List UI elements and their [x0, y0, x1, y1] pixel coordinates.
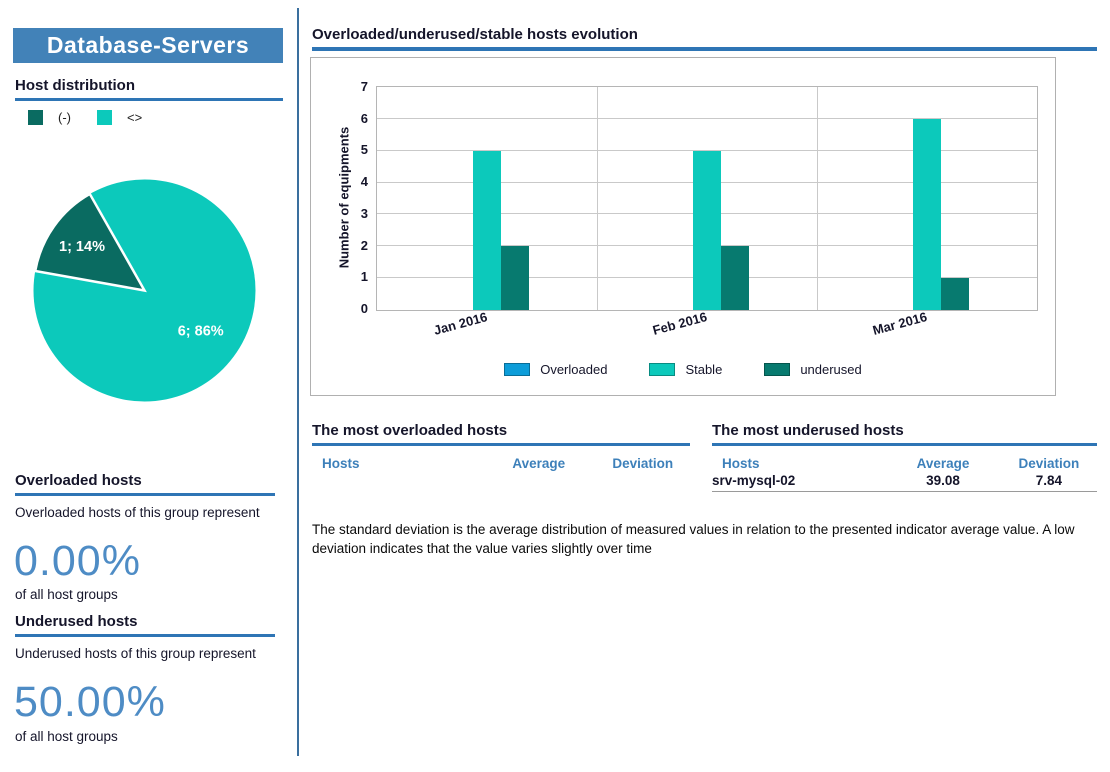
group-title: Database-Servers: [13, 28, 283, 63]
legend-label: underused: [800, 362, 862, 377]
overloaded-percent-value: 0.00%: [14, 537, 141, 585]
bar-group-jan-2016: [377, 87, 597, 310]
standard-deviation-note: The standard deviation is the average di…: [312, 522, 1075, 556]
chart-legend: Overloaded Stable underused: [311, 362, 1055, 377]
y-tick-label: 3: [360, 205, 368, 221]
underused-hosts-description: Underused hosts of this group represent: [15, 646, 256, 661]
legend-label: Stable: [685, 362, 723, 377]
legend-item-overloaded: Overloaded: [504, 362, 607, 377]
overloaded-percent-suffix: of all host groups: [15, 587, 118, 602]
y-tick-label: 7: [360, 79, 368, 94]
underused-percent-suffix: of all host groups: [15, 729, 118, 744]
underused-hosts-heading: Underused hosts: [15, 613, 275, 637]
bar-group-feb-2016: [597, 87, 817, 310]
column-header-average: Average: [512, 456, 566, 471]
gridline: [597, 87, 598, 310]
table-body: srv-mysql-02 39.08 7.84: [712, 471, 1097, 492]
bar-stable: [693, 150, 721, 310]
column-header-deviation: Deviation: [612, 456, 674, 471]
gridline: [817, 87, 818, 310]
bar-stable: [473, 150, 501, 310]
pie-legend: (-) <>: [28, 110, 168, 125]
y-tick-label: 2: [360, 237, 368, 253]
most-underused-hosts-table: The most underused hosts Hosts Average Dev…: [712, 422, 1097, 492]
most-underused-hosts-heading: The most underused hosts: [712, 422, 1097, 446]
legend-item-stable: Stable: [649, 362, 722, 377]
x-label-slot: Feb 2016: [596, 309, 816, 338]
underused-legend-swatch: [28, 110, 43, 125]
most-overloaded-hosts-table: The most overloaded hosts Hosts Average De…: [312, 422, 690, 471]
pie-legend-label: <>: [127, 110, 143, 125]
bar-group-mar-2016: [817, 87, 1037, 310]
host-distribution-heading: Host distribution: [15, 77, 283, 101]
overloaded-hosts-description: Overloaded hosts of this group represent: [15, 505, 260, 520]
column-header-hosts: Hosts: [722, 456, 760, 471]
deviation-value: 7.84: [1035, 473, 1063, 488]
x-tick-label: Feb 2016: [651, 309, 709, 338]
plot-area: [376, 86, 1038, 311]
gridline: [377, 149, 1037, 151]
column-header-average: Average: [916, 456, 970, 471]
vertical-divider: [297, 8, 299, 756]
bar-underused: [941, 278, 969, 310]
table-row: srv-mysql-02 39.08 7.84: [712, 471, 1097, 492]
pie-label-underused: 1; 14%: [59, 239, 105, 255]
x-tick-label: Jan 2016: [431, 309, 489, 338]
overloaded-hosts-heading: Overloaded hosts: [15, 472, 275, 496]
most-overloaded-hosts-heading: The most overloaded hosts: [312, 422, 690, 446]
bar-stable: [913, 118, 941, 310]
column-header-deviation: Deviation: [1018, 456, 1080, 471]
legend-label: Overloaded: [540, 362, 608, 377]
y-tick-label: 0: [360, 300, 368, 316]
gridline: [377, 117, 1037, 119]
y-tick-label: 1: [360, 269, 368, 285]
x-label-slot: Jan 2016: [376, 309, 596, 338]
pie-legend-label: (-): [58, 110, 71, 125]
average-value: 39.08: [926, 473, 960, 488]
evolution-chart-heading: Overloaded/underused/stable hosts evolut…: [312, 26, 1097, 51]
stable-legend-swatch: [97, 110, 112, 125]
x-label-slot: Mar 2016: [816, 309, 1036, 338]
y-tick-label: 6: [360, 110, 368, 126]
bar-underused: [721, 246, 749, 310]
column-header-hosts: Hosts: [322, 456, 360, 471]
host-name: srv-mysql-02: [712, 473, 796, 488]
y-tick-label: 5: [360, 142, 368, 158]
y-tick-label: 4: [360, 174, 368, 190]
y-axis-ticks: 7 6 5 4 3 2 1 0: [341, 79, 368, 316]
x-tick-label: Mar 2016: [871, 309, 929, 338]
legend-swatch: [764, 363, 791, 376]
underused-percent-value: 50.00%: [14, 678, 166, 726]
table-header-row: Hosts Average Deviation: [712, 456, 1097, 471]
pie-slice-underused: [33, 192, 147, 293]
legend-swatch: [649, 363, 676, 376]
legend-swatch: [504, 363, 531, 376]
bar-underused: [501, 246, 529, 310]
x-axis-labels: Jan 2016 Feb 2016 Mar 2016: [376, 309, 1036, 338]
legend-item-underused: underused: [764, 362, 862, 377]
table-header-row: Hosts Average Deviation: [312, 456, 690, 471]
pie-label-stable: 6; 86%: [178, 323, 224, 339]
host-distribution-pie-chart: 1; 14% 6; 86%: [33, 179, 256, 402]
